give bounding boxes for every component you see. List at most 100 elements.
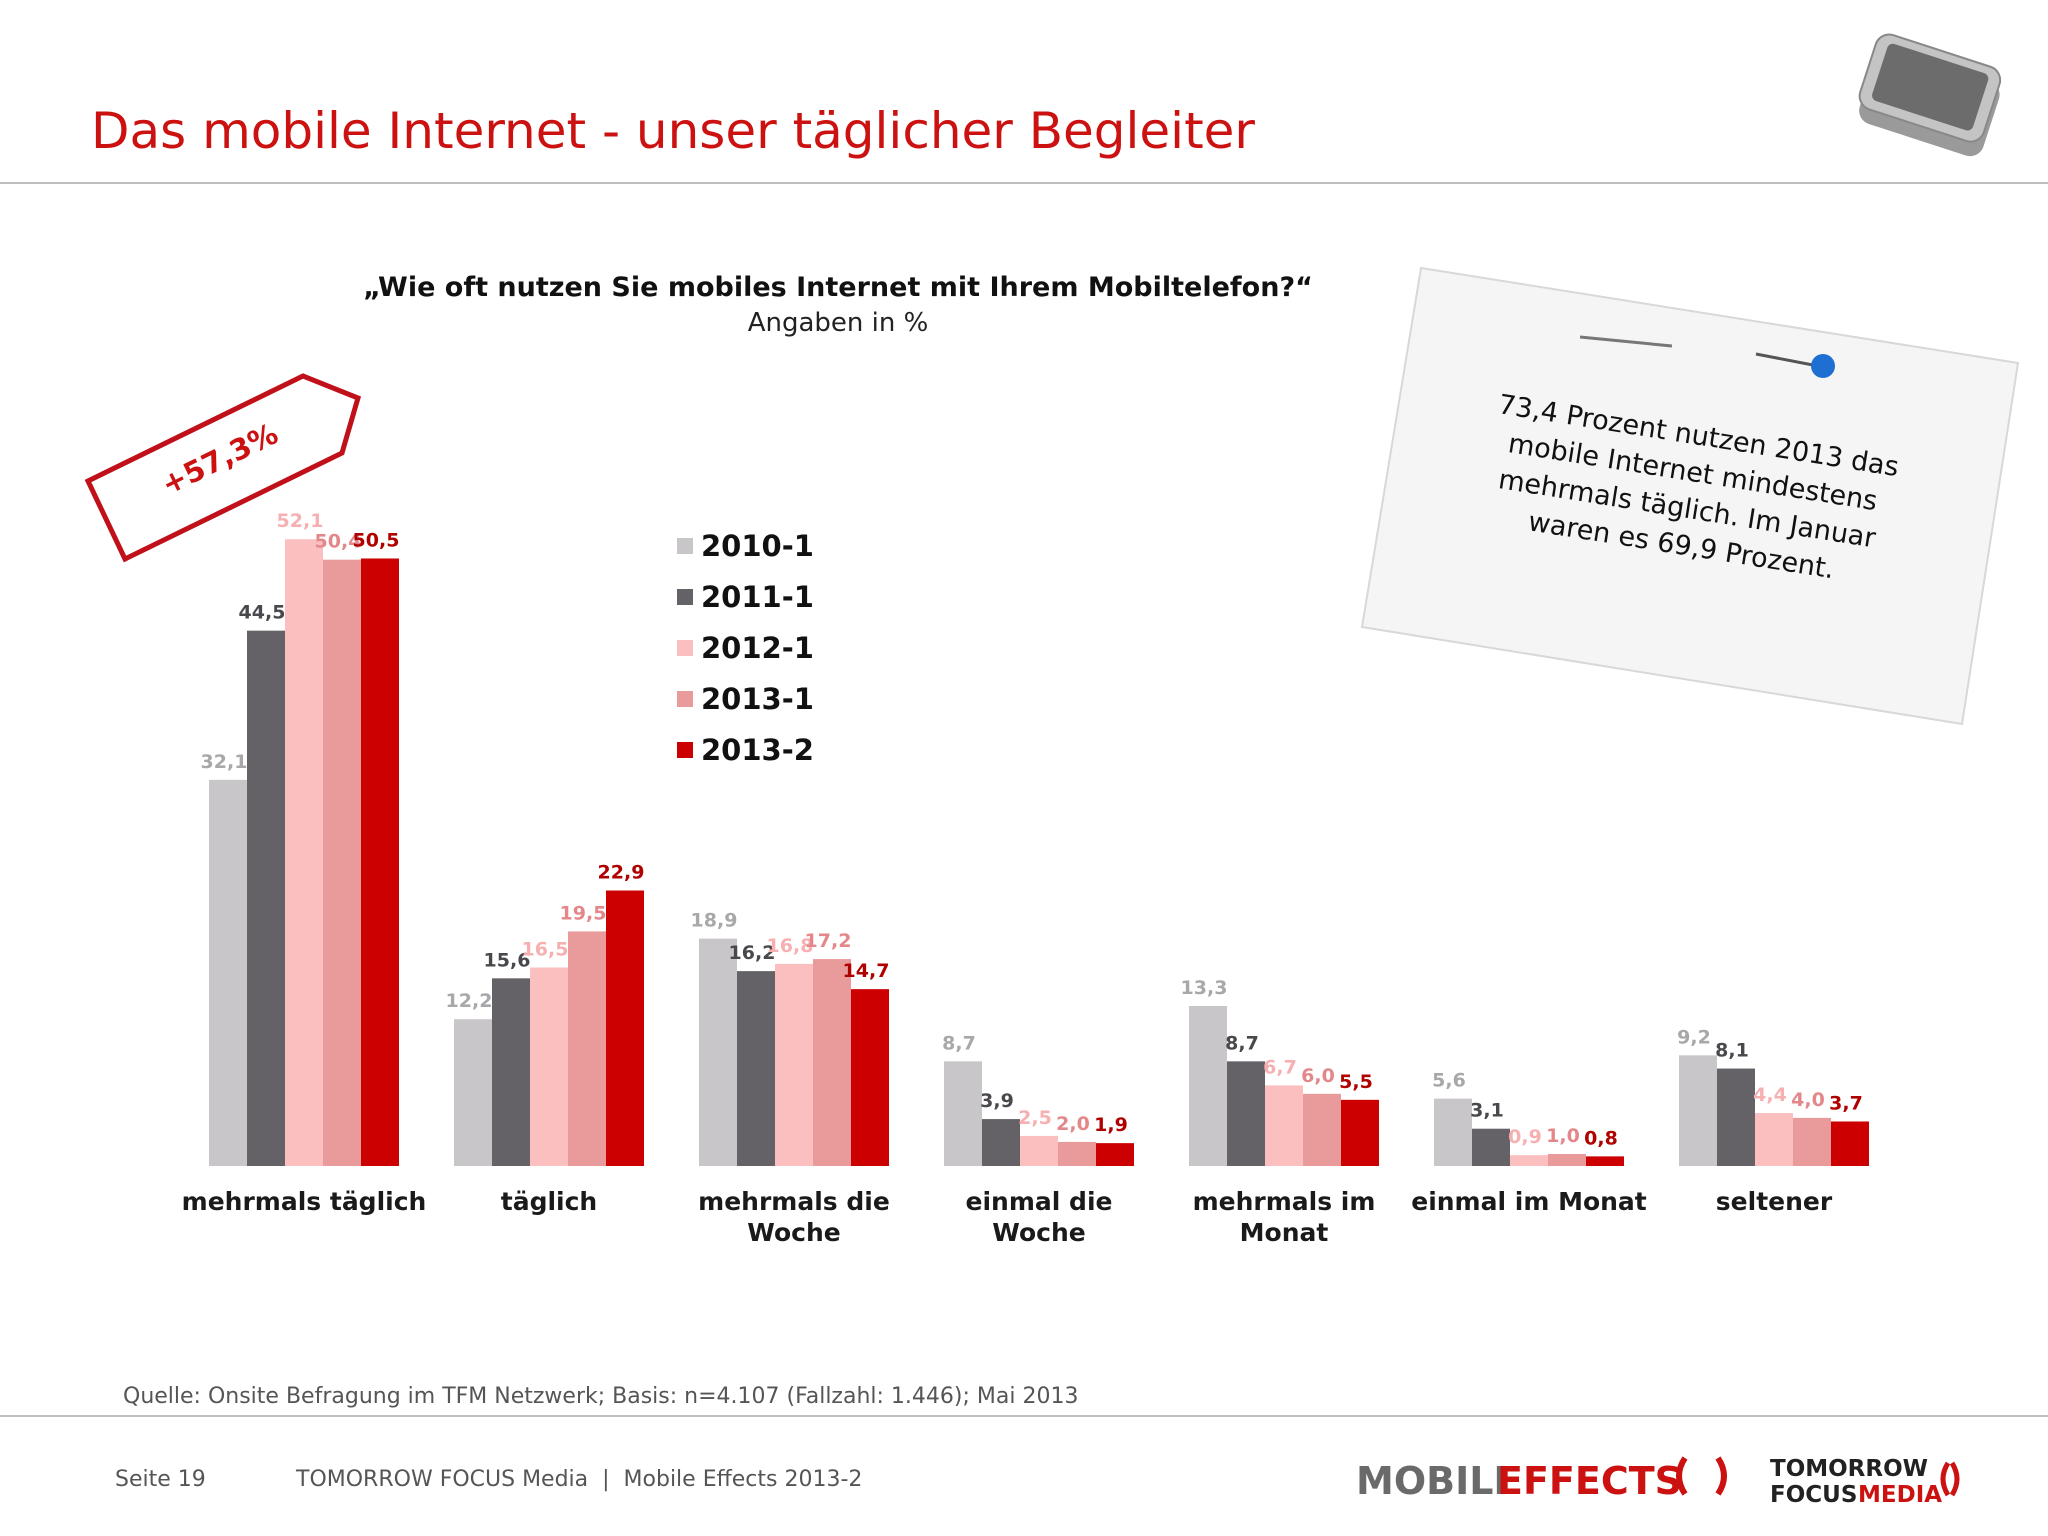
logo-mobile: MOBILE <box>1356 1459 1519 1503</box>
pin-shadow <box>1579 335 1673 348</box>
legend-swatch <box>677 640 693 656</box>
bar <box>699 938 737 1166</box>
value-label: 5,5 <box>1339 1071 1373 1093</box>
annotation-arrow <box>84 373 362 563</box>
value-label: 13,3 <box>1181 977 1228 999</box>
value-label: 22,9 <box>598 862 645 884</box>
bar <box>1548 1153 1586 1166</box>
bar <box>1472 1128 1510 1166</box>
bar <box>1020 1135 1058 1166</box>
source: Quelle: Onsite Befragung im TFM Netzwerk… <box>123 1384 1078 1409</box>
legend-swatch <box>677 691 693 707</box>
x-tick-label: mehrmals die Woche <box>698 1187 890 1247</box>
value-label: 12,2 <box>446 990 493 1012</box>
logo-media: MEDIA <box>1858 1482 1942 1508</box>
logo-effects: EFFECTS <box>1497 1459 1682 1503</box>
bar <box>1189 1006 1227 1166</box>
bar <box>1058 1141 1096 1166</box>
value-label: 3,9 <box>980 1090 1014 1112</box>
x-tick-label: mehrmals im Monat <box>1192 1187 1376 1247</box>
x-tick-label: einmal die Woche <box>965 1187 1113 1247</box>
legend-label: 2010-1 <box>701 529 814 563</box>
x-tick-label: mehrmals täglich <box>181 1187 427 1216</box>
value-label: 1,0 <box>1546 1125 1580 1147</box>
bar <box>982 1119 1020 1166</box>
bar <box>323 559 361 1166</box>
value-label: 52,1 <box>277 510 324 532</box>
bar <box>775 963 813 1166</box>
value-label: 8,7 <box>942 1032 976 1054</box>
bar <box>361 558 399 1166</box>
value-label: 44,5 <box>239 602 286 624</box>
bar <box>1586 1156 1624 1166</box>
value-label: 4,0 <box>1791 1089 1825 1111</box>
legend-swatch <box>677 742 693 758</box>
bar <box>1434 1098 1472 1166</box>
value-label: 8,7 <box>1225 1032 1259 1054</box>
value-label: 5,6 <box>1432 1070 1466 1092</box>
x-tick-label: einmal im Monat <box>1411 1187 1647 1216</box>
x-tick-label: täglich <box>500 1187 598 1216</box>
value-label: 19,5 <box>560 902 607 924</box>
bar <box>530 967 568 1166</box>
bar <box>813 959 851 1166</box>
bar <box>737 971 775 1166</box>
value-label: 18,9 <box>691 910 738 932</box>
bar <box>1793 1117 1831 1166</box>
legend-swatch <box>677 589 693 605</box>
value-label: 16,5 <box>522 939 569 961</box>
bar <box>851 989 889 1166</box>
value-label: 32,1 <box>201 751 248 773</box>
value-label: 6,0 <box>1301 1065 1335 1087</box>
bar <box>1755 1113 1793 1166</box>
bar <box>1265 1085 1303 1166</box>
bar <box>1303 1093 1341 1166</box>
value-label: 6,7 <box>1263 1056 1297 1078</box>
value-label: 4,4 <box>1753 1084 1787 1106</box>
bar <box>1510 1155 1548 1166</box>
legend-label: 2012-1 <box>701 631 814 665</box>
value-label: 50,4 <box>315 531 362 553</box>
bar <box>1096 1143 1134 1166</box>
bar <box>1227 1061 1265 1166</box>
value-label: 16,2 <box>729 942 776 964</box>
bar <box>454 1019 492 1166</box>
bar <box>1717 1068 1755 1166</box>
value-label: 50,5 <box>353 529 400 551</box>
value-label: 3,1 <box>1470 1100 1504 1122</box>
value-label: 0,9 <box>1508 1126 1542 1148</box>
footer-text: TOMORROW FOCUS Media | Mobile Effects 20… <box>295 1467 862 1492</box>
value-label: 3,7 <box>1829 1092 1863 1114</box>
logo-mark <box>1940 1461 1960 1497</box>
x-tick-label: seltener <box>1715 1187 1833 1216</box>
bar <box>247 630 285 1166</box>
value-label: 16,8 <box>767 935 814 957</box>
value-label: 2,0 <box>1056 1113 1090 1135</box>
bar <box>209 779 247 1166</box>
legend-swatch <box>677 538 693 554</box>
value-label: 0,8 <box>1584 1127 1618 1149</box>
legend-label: 2013-2 <box>701 733 814 767</box>
chart-subtitle: Angaben in % <box>748 308 929 338</box>
value-label: 14,7 <box>843 960 890 982</box>
value-label: 17,2 <box>805 930 852 952</box>
bar <box>1831 1121 1869 1166</box>
value-label: 2,5 <box>1018 1107 1052 1129</box>
pin-head <box>1811 354 1835 378</box>
value-label: 8,1 <box>1715 1040 1749 1062</box>
bar <box>944 1061 982 1166</box>
phone-icon <box>1858 33 2002 157</box>
bar <box>1679 1055 1717 1166</box>
page-number: Seite 19 <box>115 1467 206 1492</box>
bar <box>1341 1099 1379 1166</box>
note-card <box>1360 266 2020 726</box>
pin-needle <box>1755 352 1819 368</box>
logo-tomorrow: TOMORROW <box>1770 1456 1928 1482</box>
value-label: 9,2 <box>1677 1026 1711 1048</box>
bar <box>606 890 644 1166</box>
bar <box>492 978 530 1166</box>
legend-label: 2011-1 <box>701 580 814 614</box>
legend-label: 2013-1 <box>701 682 814 716</box>
